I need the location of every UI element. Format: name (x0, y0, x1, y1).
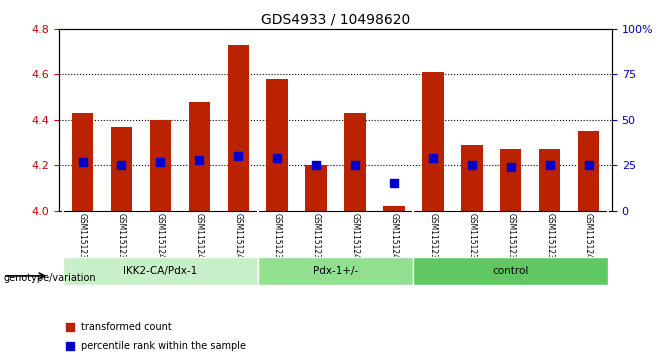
Point (389, 180, 399, 186)
Point (311, 162, 321, 168)
Bar (72, 113, 93, 211)
Bar (383, 206, 405, 211)
Text: transformed count: transformed count (82, 322, 172, 332)
Text: GSM1151238: GSM1151238 (117, 213, 126, 264)
Text: GSM1151245: GSM1151245 (234, 213, 243, 264)
Text: IKK2-CA/Pdx-1: IKK2-CA/Pdx-1 (123, 266, 197, 276)
Bar (150, 120, 171, 211)
Bar (111, 127, 132, 211)
Point (77, 159, 88, 164)
FancyBboxPatch shape (413, 257, 608, 285)
Text: GSM1151232: GSM1151232 (428, 213, 438, 264)
Text: GSM1151244: GSM1151244 (195, 213, 204, 264)
Point (350, 162, 361, 168)
Point (431, 38, 442, 44)
Point (116, 162, 127, 168)
Point (544, 162, 555, 168)
Bar (422, 72, 443, 211)
Point (505, 164, 516, 170)
Text: genotype/variation: genotype/variation (3, 273, 96, 283)
Text: GSM1151236: GSM1151236 (506, 213, 515, 264)
Bar (578, 131, 599, 211)
Bar (305, 165, 327, 211)
Point (431, 216, 442, 222)
Point (467, 162, 477, 168)
Bar (500, 149, 521, 211)
Text: percentile rank within the sample: percentile rank within the sample (82, 341, 246, 351)
Bar (266, 79, 288, 211)
Text: Pdx-1+/-: Pdx-1+/- (313, 266, 358, 276)
Text: GSM1151235: GSM1151235 (467, 213, 476, 264)
Bar (461, 145, 482, 211)
Point (194, 157, 205, 163)
Text: GSM1151237: GSM1151237 (312, 213, 320, 264)
Text: GSM1151233: GSM1151233 (78, 213, 87, 264)
Text: GSM1151234: GSM1151234 (272, 213, 282, 264)
Bar (539, 149, 561, 211)
Point (428, 155, 438, 161)
FancyBboxPatch shape (63, 257, 258, 285)
Point (233, 153, 243, 159)
Text: control: control (493, 266, 529, 276)
Bar (344, 113, 366, 211)
Text: GSM1151240: GSM1151240 (156, 213, 165, 264)
FancyBboxPatch shape (258, 257, 413, 285)
Bar (189, 102, 210, 211)
Text: GSM1151241: GSM1151241 (351, 213, 359, 264)
Title: GDS4933 / 10498620: GDS4933 / 10498620 (261, 12, 410, 26)
Point (272, 155, 282, 161)
Text: GSM1151239: GSM1151239 (545, 213, 554, 264)
Point (584, 162, 594, 168)
Point (155, 159, 166, 164)
Text: GSM1151242: GSM1151242 (390, 213, 399, 264)
Text: GSM1151243: GSM1151243 (584, 213, 593, 264)
Bar (228, 45, 249, 211)
